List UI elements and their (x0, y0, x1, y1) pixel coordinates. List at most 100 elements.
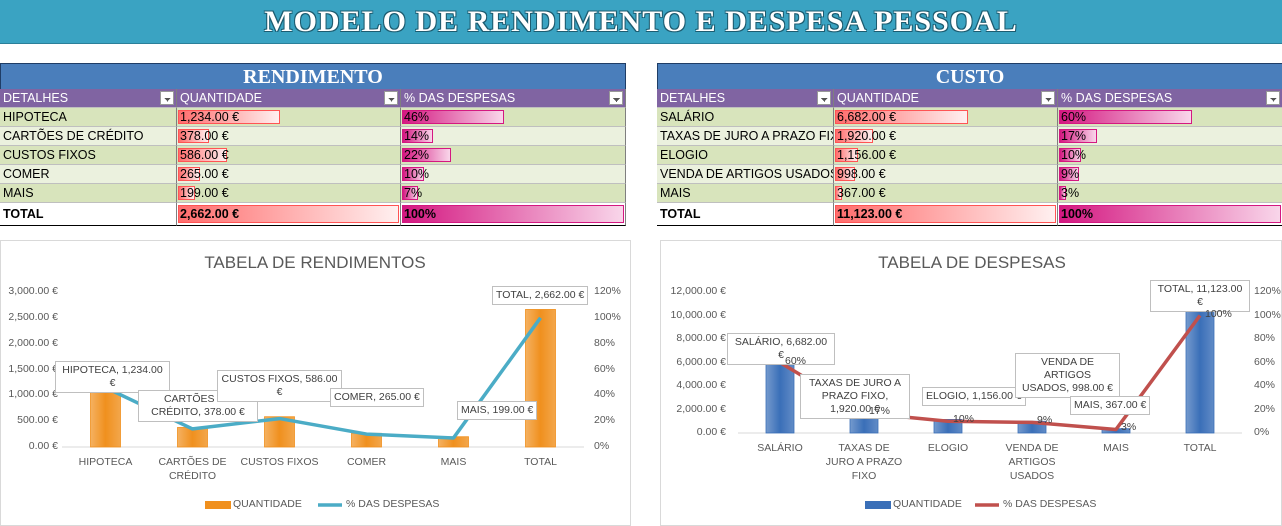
column-header: % DAS DESPESAS (1058, 89, 1282, 108)
cell-value: 2,662.00 € (180, 207, 240, 221)
data-bar (402, 186, 418, 200)
data-bar (1059, 186, 1066, 200)
table-cell: 998.00 € (834, 165, 1058, 184)
table-cell: 265.00 € (177, 165, 401, 184)
y-tick-label: 500.00 € (17, 414, 58, 427)
y-tick-label: 6,000.00 € (676, 355, 726, 368)
cell-value: 17% (1061, 129, 1087, 143)
table-cell: 1,234.00 € (177, 108, 401, 127)
y2-tick-label: 80% (594, 336, 616, 349)
data-label: VENDA DE ARTIGOS USADOS, 998.00 € (1015, 353, 1120, 398)
data-label: ELOGIO, 1,156.00 € (922, 387, 1026, 406)
cell-value: 11,123.00 € (837, 207, 903, 221)
data-bar (402, 167, 425, 181)
cell-value: 998.00 € (837, 167, 886, 181)
table-cell: 1,156.00 € (834, 146, 1058, 165)
cell-value: 1,156.00 € (837, 148, 897, 162)
cell-value: 3% (1061, 186, 1080, 200)
cell-value: 22% (404, 148, 430, 162)
column-header: DETALHES (657, 89, 834, 108)
data-bar (178, 110, 281, 124)
x-tick-label: MAIS (440, 456, 467, 468)
cell-value: 7% (404, 186, 423, 200)
data-label: 17% (869, 405, 891, 418)
legend-label: QUANTIDADE (893, 498, 962, 510)
data-label: SALÁRIO, 6,682.00 € (727, 333, 835, 365)
data-label: MAIS, 367.00 € (1070, 396, 1151, 415)
cell-value: 265.00 € (180, 167, 229, 181)
table-cell: 22% (401, 146, 626, 165)
table-cell: 17% (1058, 127, 1282, 146)
x-tick-label: CUSTOS FIXOS (240, 456, 319, 468)
data-label: 9% (1037, 414, 1053, 427)
y-tick-label: 2,000.00 € (8, 336, 58, 349)
data-bar (1059, 205, 1281, 223)
table-cell: TOTAL (0, 203, 177, 226)
table-cell: 100% (1058, 203, 1282, 226)
table-cell: 2,662.00 € (177, 203, 401, 226)
cell-value: 199.00 € (180, 186, 229, 200)
y-tick-label: 2,000.00 € (676, 402, 726, 415)
legend-label: % DAS DESPESAS (1003, 498, 1097, 510)
bar (1185, 301, 1215, 434)
table-cell: VENDA DE ARTIGOS USADOS (657, 165, 834, 184)
data-bar (835, 205, 1056, 223)
x-tick-label: TOTAL (1183, 442, 1217, 454)
x-tick-label: SALÁRIO (757, 442, 803, 454)
y-tick-label: 12,000.00 € (670, 285, 726, 297)
table-cell: 100% (401, 203, 626, 226)
data-label: COMER, 265.00 € (330, 388, 424, 407)
x-tick-label: TAXAS DE JURO A PRAZO FIXO (825, 442, 903, 482)
table-cell: 199.00 € (177, 184, 401, 203)
table-cell: 9% (1058, 165, 1282, 184)
data-bar (402, 205, 624, 223)
cell-value: 1,920.00 € (837, 129, 897, 143)
y-tick-label: 10,000.00 € (670, 308, 726, 321)
table-cell: 10% (1058, 146, 1282, 165)
y2-tick-label: 0% (594, 440, 610, 452)
column-header: DETALHES (0, 89, 177, 108)
y-tick-label: 3,000.00 € (8, 285, 58, 297)
legend-swatch (205, 501, 231, 509)
y2-tick-label: 20% (1254, 402, 1276, 415)
table-cell: 1,920.00 € (834, 127, 1058, 146)
data-bar (835, 167, 855, 181)
y2-tick-label: 100% (594, 310, 621, 323)
data-bar (835, 148, 858, 162)
data-bar (1059, 110, 1193, 124)
x-tick-label: CARTÕES DE CRÉDITO (158, 456, 227, 482)
data-label: 3% (1121, 421, 1137, 434)
x-tick-label: MAIS (1103, 442, 1129, 454)
table-cell: 378.00 € (177, 127, 401, 146)
column-header: QUANTIDADE (177, 89, 401, 108)
data-bar (835, 129, 874, 143)
chart-title: TABELA DE RENDIMENTOS (204, 253, 426, 272)
x-tick-label: ELOGIO (927, 442, 969, 454)
table-cell: 14% (401, 127, 626, 146)
y-tick-label: 8,000.00 € (676, 332, 726, 344)
legend-label: QUANTIDADE (233, 498, 302, 510)
y2-tick-label: 120% (1254, 285, 1281, 297)
legend-swatch (865, 501, 891, 509)
y-tick-label: 0.00 € (696, 426, 726, 438)
y-tick-label: 1,000.00 € (8, 388, 58, 401)
data-bar (178, 205, 399, 223)
data-bar (835, 110, 968, 124)
data-label: MAIS, 199.00 € (457, 401, 538, 420)
data-label: 10% (953, 413, 975, 426)
x-tick-label: TOTAL (524, 456, 557, 468)
data-label: 100% (1205, 307, 1232, 320)
y2-tick-label: 80% (1254, 332, 1276, 344)
legend-label: % DAS DESPESAS (346, 498, 440, 510)
data-label: CUSTOS FIXOS, 586.00 € (217, 370, 342, 402)
data-bar (178, 129, 210, 143)
data-bar (402, 148, 451, 162)
header-banner: MODELO DE RENDIMENTO E DESPESA PESSOAL (0, 0, 1282, 44)
x-tick-label: HIPOTECA (78, 456, 133, 468)
data-bar (1059, 167, 1079, 181)
table-cell: 586.00 € (177, 146, 401, 165)
y2-tick-label: 40% (594, 388, 616, 401)
table-cell: CARTÕES DE CRÉDITO (0, 127, 177, 146)
y2-tick-label: 60% (1254, 355, 1276, 368)
